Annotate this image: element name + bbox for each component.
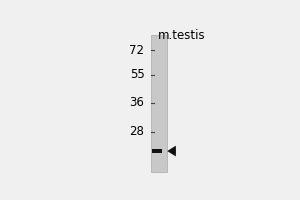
Polygon shape [167, 146, 176, 156]
Bar [152, 149, 163, 153]
Text: 72: 72 [130, 44, 145, 57]
Text: 55: 55 [130, 68, 145, 81]
Text: m.testis: m.testis [158, 29, 206, 42]
Bar [152, 35, 166, 172]
Text: 36: 36 [130, 96, 145, 109]
Text: 28: 28 [130, 125, 145, 138]
